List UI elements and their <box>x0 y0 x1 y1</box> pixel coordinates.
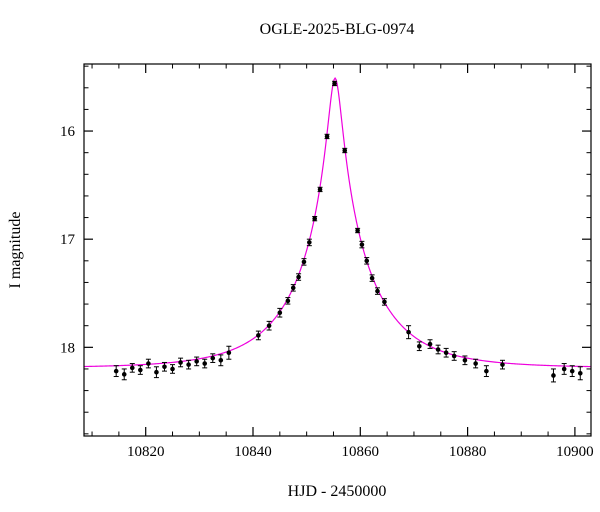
plot-title: OGLE-2025-BLG-0974 <box>260 21 415 38</box>
plot-content: 10820 10840 10860 10880 10900 16 17 18 <box>60 63 594 460</box>
y-tick-label: 16 <box>60 124 76 140</box>
x-tick-label: 10820 <box>127 444 165 460</box>
x-tick-label: 10880 <box>449 444 487 460</box>
y-axis-label: I magnitude <box>7 212 24 289</box>
y-tick-label: 17 <box>60 232 76 248</box>
x-tick-label: 10900 <box>556 444 594 460</box>
x-tick-label: 10860 <box>342 444 380 460</box>
x-axis-label: HJD - 2450000 <box>288 483 387 500</box>
x-tick-label: 10840 <box>234 444 272 460</box>
y-tick-label: 18 <box>60 340 75 356</box>
